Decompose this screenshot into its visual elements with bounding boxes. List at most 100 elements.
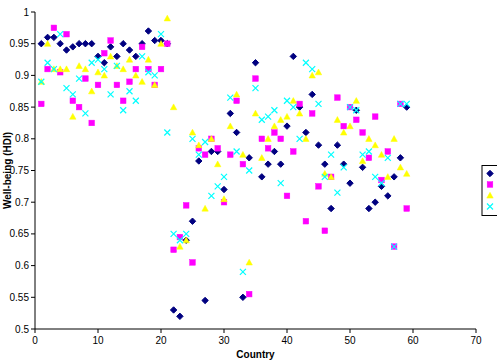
point [158, 66, 164, 72]
point [278, 161, 284, 167]
point [341, 161, 347, 167]
point [404, 101, 410, 107]
point [240, 161, 246, 167]
point [341, 123, 347, 129]
point [57, 66, 63, 72]
point [240, 294, 246, 300]
point [63, 66, 69, 72]
point [271, 148, 277, 154]
y-tick [31, 202, 35, 203]
point [95, 57, 101, 63]
point [290, 98, 296, 104]
point [170, 104, 176, 110]
point [391, 174, 397, 180]
point [189, 218, 195, 224]
point [259, 136, 265, 142]
x-tick [224, 329, 225, 333]
point [378, 183, 384, 189]
point [64, 31, 70, 37]
point [297, 136, 303, 142]
point [385, 174, 391, 180]
x-tick-label: 70 [470, 335, 482, 346]
point [102, 50, 108, 56]
x-axis [35, 329, 476, 330]
point [139, 44, 145, 50]
point [271, 123, 277, 129]
point [385, 193, 391, 199]
point [208, 193, 214, 199]
point [76, 76, 82, 82]
point [265, 114, 271, 120]
point [397, 101, 403, 107]
point [234, 98, 240, 104]
y-tick [31, 43, 35, 44]
point [171, 231, 177, 237]
point [108, 91, 114, 97]
legend-marker [487, 192, 493, 198]
point [252, 110, 258, 116]
point [51, 25, 57, 31]
point [366, 205, 372, 211]
point [120, 41, 126, 47]
point [82, 110, 88, 116]
point [309, 72, 315, 78]
y-tick [31, 170, 35, 171]
y-tick [31, 75, 35, 76]
point [284, 113, 290, 119]
point [253, 85, 259, 91]
point [347, 104, 353, 110]
point [303, 60, 309, 66]
point [83, 76, 89, 82]
point [246, 259, 252, 265]
point [152, 82, 158, 88]
point [221, 186, 227, 192]
point [290, 104, 296, 110]
point [309, 91, 315, 97]
point [164, 129, 170, 135]
point [152, 82, 158, 88]
point [404, 104, 410, 110]
point [328, 205, 334, 211]
y-tick [31, 233, 35, 234]
point [76, 104, 82, 110]
y-tick [31, 329, 35, 330]
y-tick-label: 0.85 [10, 102, 30, 113]
point [372, 199, 378, 205]
point [227, 95, 233, 101]
point [391, 244, 397, 250]
point [63, 47, 69, 53]
point [379, 180, 385, 186]
point [45, 66, 51, 72]
point [360, 130, 366, 136]
point [190, 260, 196, 266]
point [341, 164, 347, 170]
point [133, 53, 139, 59]
point [89, 41, 95, 47]
point [95, 82, 101, 88]
point [347, 123, 353, 129]
point [152, 72, 158, 78]
x-tick-label: 50 [344, 335, 356, 346]
y-tick-label: 0.5 [15, 324, 29, 335]
x-tick [350, 329, 351, 333]
point [322, 174, 328, 180]
point [183, 237, 189, 243]
point [158, 41, 164, 47]
point [309, 66, 315, 72]
point [70, 44, 76, 50]
x-tick-label: 60 [407, 335, 419, 346]
point [170, 307, 176, 313]
chart: 0.50.550.60.650.70.750.80.850.90.9510102… [0, 0, 497, 362]
x-tick [287, 329, 288, 333]
point [70, 98, 76, 104]
point [252, 60, 258, 66]
point [57, 31, 63, 37]
point [240, 151, 246, 157]
point [366, 136, 372, 142]
legend [482, 166, 497, 216]
point [190, 136, 196, 142]
x-tick [476, 329, 477, 333]
y-tick [31, 12, 35, 13]
point [397, 164, 403, 170]
point [126, 56, 132, 62]
